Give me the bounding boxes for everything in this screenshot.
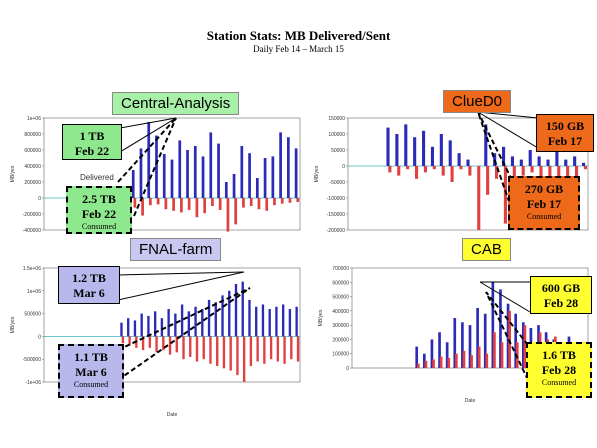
bar-central-s0 <box>139 148 143 198</box>
bar-central-s1 <box>226 198 230 232</box>
bar-central-s1 <box>257 198 261 210</box>
callout-fnal-bottom: 1.1 TB Mar 6 Consumed <box>58 344 124 398</box>
callout-fnal-top-line1: 1.2 TB <box>72 271 106 285</box>
y-tick-label: 1e+06 <box>27 116 41 122</box>
label-cluedo: ClueD0 <box>443 90 512 113</box>
label-central-analysis: Central-Analysis <box>112 92 240 115</box>
label-cab: CAB <box>462 238 511 261</box>
bar-central-s0 <box>201 156 205 198</box>
callout-cab-bottom-line1: 1.6 TB <box>542 348 576 362</box>
bar-central-s0 <box>271 156 275 198</box>
callout-cluedo-top-line1: 150 GB <box>545 119 585 133</box>
bar-central-s1 <box>141 198 144 216</box>
bar-central-s0 <box>178 140 182 198</box>
y-axis-label: MB/yes <box>10 165 16 182</box>
bar-central-s1 <box>218 198 222 210</box>
bar-central-s1 <box>280 198 284 204</box>
bar-central-s0 <box>279 132 282 198</box>
callout-central-top-line2: Feb 22 <box>74 144 110 158</box>
callout-cab-bottom: 1.6 TB Feb 28 Consumed <box>526 342 592 398</box>
bar-central-s0 <box>287 137 290 198</box>
bar-central-s1 <box>273 198 276 206</box>
bar-central-s0 <box>294 148 298 198</box>
callout-cab-top-line2: Feb 28 <box>543 296 579 310</box>
callout-cluedo-top: 150 GB Feb 17 <box>536 114 594 152</box>
bar-central-s1 <box>249 198 253 206</box>
bar-central-s0 <box>193 146 197 198</box>
bar-central-s1 <box>296 198 300 202</box>
y-tick-label: 200000 <box>24 180 41 186</box>
bar-central-s0 <box>248 153 251 198</box>
callout-cluedo-top-line2: Feb 17 <box>547 134 583 148</box>
y-tick-label: 400000 <box>24 164 41 170</box>
callout-fnal-top: 1.2 TB Mar 6 <box>58 266 120 304</box>
callout-central-bottom-line1: 2.5 TB <box>82 192 116 206</box>
bar-central-s0 <box>170 159 174 198</box>
callout-fnal-bottom-line2: Mar 6 <box>75 365 107 379</box>
callout-cab-bottom-sub: Consumed <box>541 378 577 387</box>
callout-cluedo-bottom-line2: Feb 17 <box>526 197 562 211</box>
bar-central-s1 <box>180 198 183 213</box>
y-tick-label: -200000 <box>23 212 42 218</box>
callout-cab-top: 600 GB Feb 28 <box>530 276 592 314</box>
callout-central-bottom-line2: Feb 22 <box>81 207 117 221</box>
bar-central-s0 <box>131 170 135 198</box>
bar-central-s0 <box>224 182 228 198</box>
bar-central-s0 <box>186 150 189 198</box>
callout-cluedo-bottom-sub: Consumed <box>526 212 562 221</box>
callout-cab-bottom-line2: Feb 28 <box>541 363 577 377</box>
bar-central-s0 <box>240 146 244 198</box>
bar-central-s1 <box>203 198 207 214</box>
bar-central-s0 <box>147 122 151 198</box>
central-delivered-text: Delivered <box>80 173 114 182</box>
bar-central-s0 <box>263 158 267 198</box>
callout-central-top: 1 TB Feb 22 <box>62 124 122 160</box>
y-tick-label: 600000 <box>24 148 41 154</box>
bar-central-s1 <box>148 198 152 206</box>
y-tick-label: -400000 <box>23 228 42 234</box>
bar-central-s0 <box>209 132 213 198</box>
bar-central-s1 <box>195 198 199 218</box>
callout-fnal-bottom-line1: 1.1 TB <box>74 350 108 364</box>
callout-central-bottom: 2.5 TB Feb 22 Consumed <box>66 186 132 234</box>
bar-central-s0 <box>255 178 259 198</box>
bar-central-s0 <box>217 143 220 198</box>
bar-central-s1 <box>265 198 269 211</box>
bar-central-s1 <box>211 198 214 206</box>
bar-central-s1 <box>242 198 245 208</box>
callout-fnal-top-line2: Mar 6 <box>73 286 105 300</box>
page-title: Station Stats: MB Delivered/Sent <box>206 28 391 43</box>
bar-central-s1 <box>156 198 160 205</box>
bar-central-s1 <box>164 198 168 210</box>
y-tick-label: 0 <box>38 196 41 202</box>
callout-central-bottom-sub: Consumed <box>81 222 117 231</box>
label-fnal-farm: FNAL-farm <box>130 238 222 261</box>
callout-cab-top-line1: 600 GB <box>541 281 581 295</box>
y-tick-label: 800000 <box>24 132 41 138</box>
bar-central-s1 <box>172 198 175 211</box>
bar-central-s0 <box>162 154 166 198</box>
bar-central-s1 <box>133 198 137 208</box>
callout-fnal-bottom-sub: Consumed <box>73 380 109 389</box>
bar-central-s1 <box>234 198 238 225</box>
bar-central-s1 <box>187 198 191 210</box>
bar-central-s1 <box>288 198 292 203</box>
callout-cluedo-bottom-line1: 270 GB <box>524 182 564 196</box>
bar-central-s0 <box>232 174 236 198</box>
bar-central-s0 <box>155 135 158 198</box>
callout-cluedo-bottom: 270 GB Feb 17 Consumed <box>508 176 580 230</box>
page-subtitle: Daily Feb 14 – March 15 <box>253 44 344 54</box>
callout-central-top-line1: 1 TB <box>79 129 105 143</box>
